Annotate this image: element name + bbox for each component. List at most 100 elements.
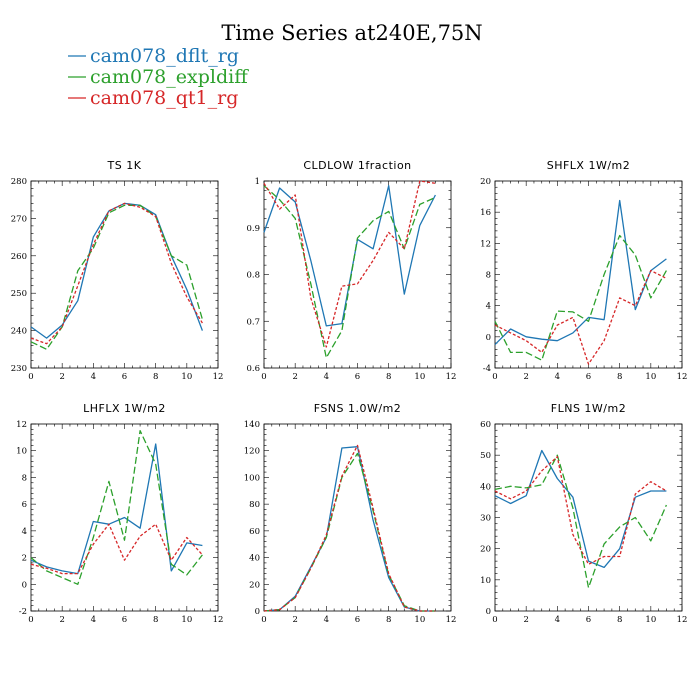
series-line-cam078_qt1_rg xyxy=(30,202,203,345)
y-tick-label: 4 xyxy=(22,527,27,537)
y-tick-label: 12 xyxy=(16,420,27,430)
series-line-cam078_dflt_rg xyxy=(30,202,204,339)
x-tick-label: 0 xyxy=(28,615,33,625)
x-tick-label: 6 xyxy=(586,372,591,382)
legend: cam078_dflt_rgcam078_expldiffcam078_qt1_… xyxy=(68,45,249,109)
x-tick-label: 8 xyxy=(153,372,158,382)
x-tick-label: 4 xyxy=(555,615,560,625)
x-tick-label: 10 xyxy=(181,615,192,625)
x-tick-label: 12 xyxy=(213,615,224,625)
panel-title: FSNS 1.0W/m2 xyxy=(314,402,402,415)
y-tick-label: 20 xyxy=(249,580,260,590)
y-tick-label: 230 xyxy=(11,364,27,374)
y-tick-label: 50 xyxy=(480,451,491,461)
panel-6: FLNS 1W/m2 0 2 4 6 8 10 12 0 10 20 30 40 50 60 xyxy=(480,402,687,625)
y-tick-label: 260 xyxy=(11,252,27,262)
legend-entry-3: cam078_qt1_rg xyxy=(90,87,238,109)
y-tick-label: 10 xyxy=(480,576,491,586)
series-line-cam078_qt1_rg xyxy=(494,269,667,365)
y-tick-label: 20 xyxy=(480,545,491,555)
x-tick-label: 2 xyxy=(292,372,297,382)
y-tick-label: 20 xyxy=(480,177,491,187)
y-tick-label: 0.9 xyxy=(246,224,260,234)
series-line-cam078_dflt_rg xyxy=(494,199,667,346)
legend-entry-1: cam078_dflt_rg xyxy=(90,45,239,67)
series-line-cam078_expldiff xyxy=(494,234,667,361)
y-tick-label: 60 xyxy=(249,527,260,537)
x-tick-label: 8 xyxy=(153,615,158,625)
x-tick-label: 6 xyxy=(122,372,127,382)
x-tick-label: 6 xyxy=(355,615,360,625)
x-tick-label: 12 xyxy=(446,372,457,382)
x-tick-label: 6 xyxy=(586,615,591,625)
x-tick-label: 2 xyxy=(59,615,64,625)
series-line-cam078_qt1_rg xyxy=(30,523,203,575)
x-tick-label: 6 xyxy=(355,372,360,382)
y-tick-label: 80 xyxy=(249,500,260,510)
x-tick-label: 0 xyxy=(261,615,266,625)
series-line-cam078_qt1_rg xyxy=(263,444,436,612)
y-tick-label: 0.8 xyxy=(246,271,260,281)
series-line-cam078_dflt_rg xyxy=(263,185,436,327)
panel-title: FLNS 1W/m2 xyxy=(551,402,626,415)
x-tick-label: 6 xyxy=(122,615,127,625)
x-tick-label: 8 xyxy=(386,615,391,625)
y-tick-label: 270 xyxy=(11,214,27,224)
x-tick-label: 2 xyxy=(523,372,528,382)
x-tick-label: 4 xyxy=(555,372,560,382)
x-tick-label: 4 xyxy=(91,372,96,382)
y-tick-label: 100 xyxy=(244,473,260,483)
legend-entry-2: cam078_expldiff xyxy=(90,66,249,88)
figure-title: Time Series at240E,75N xyxy=(221,21,482,45)
y-tick-label: 8 xyxy=(486,271,491,281)
y-tick-label: 240 xyxy=(11,327,27,337)
y-tick-label: 8 xyxy=(22,473,27,483)
y-tick-label: 10 xyxy=(16,447,27,457)
x-tick-label: 4 xyxy=(324,615,329,625)
y-tick-label: 16 xyxy=(480,208,491,218)
panel-title: LHFLX 1W/m2 xyxy=(83,402,166,415)
x-tick-label: 8 xyxy=(617,372,622,382)
plot-frame xyxy=(494,180,683,369)
y-tick-label: 0 xyxy=(22,580,27,590)
panel-1: TS 1K 0 2 4 6 8 10 12 230 240 250 260 270 280 xyxy=(11,159,224,382)
series-line-cam078_dflt_rg xyxy=(263,446,436,612)
x-tick-label: 4 xyxy=(91,615,96,625)
x-tick-label: 10 xyxy=(181,372,192,382)
y-tick-label: 280 xyxy=(11,177,27,187)
series-line-cam078_expldiff xyxy=(30,204,204,350)
x-tick-label: 2 xyxy=(523,615,528,625)
y-tick-label: 120 xyxy=(244,447,260,457)
y-tick-label: -4 xyxy=(483,364,491,374)
x-tick-label: 4 xyxy=(324,372,329,382)
y-tick-label: 0 xyxy=(255,607,260,617)
panel-2: CLDLOW 1fraction 0 2 4 6 8 10 12 0.6 0.7 0.8 0.9 1 xyxy=(246,159,456,382)
panel-title: CLDLOW 1fraction xyxy=(303,159,411,172)
y-tick-label: 0.6 xyxy=(246,364,260,374)
y-tick-label: 1 xyxy=(255,177,260,187)
x-tick-label: 8 xyxy=(617,615,622,625)
x-tick-label: 0 xyxy=(261,372,266,382)
y-tick-label: 0.7 xyxy=(246,317,260,327)
y-tick-label: 12 xyxy=(480,239,491,249)
plot-frame xyxy=(494,423,683,612)
x-tick-label: 12 xyxy=(677,372,688,382)
series-line-cam078_dflt_rg xyxy=(494,449,667,569)
x-tick-label: 10 xyxy=(645,372,656,382)
plot-frame xyxy=(263,180,452,369)
panel-title: SHFLX 1W/m2 xyxy=(547,159,631,172)
x-tick-label: 12 xyxy=(213,372,224,382)
x-tick-label: 12 xyxy=(446,615,457,625)
series-line-cam078_qt1_rg xyxy=(263,180,436,348)
x-tick-label: 10 xyxy=(414,615,425,625)
y-tick-label: 2 xyxy=(22,554,27,564)
y-tick-label: 40 xyxy=(480,482,491,492)
series-line-cam078_expldiff xyxy=(30,430,203,585)
x-tick-label: 0 xyxy=(492,615,497,625)
x-tick-label: 0 xyxy=(492,372,497,382)
x-tick-label: 2 xyxy=(59,372,64,382)
